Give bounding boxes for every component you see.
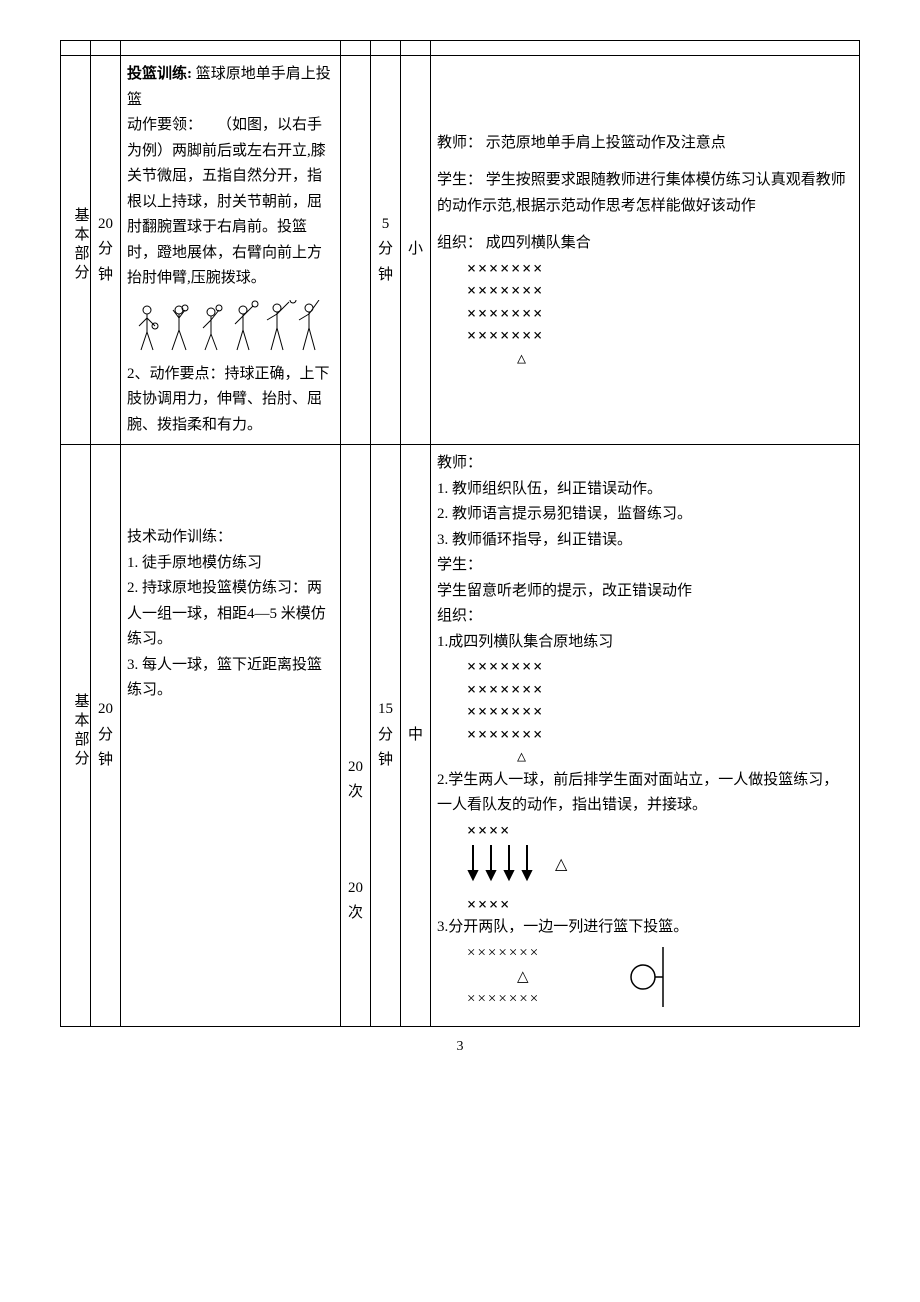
page-number: 3 [60, 1035, 860, 1059]
intensity-cell: 小 [401, 56, 431, 445]
time-label: 20分钟 [97, 212, 114, 289]
sub-label-3: 3.分开两队，一边一列进行篮下投篮。 [437, 915, 853, 941]
organization-cell: 教师： 1. 教师组织队伍，纠正错误动作。 2. 教师语言提示易犯错误，监督练习… [431, 445, 860, 1027]
formation-label: 组织： [437, 604, 853, 630]
teacher-label: 教师： [437, 135, 482, 151]
content-body: 动作要领： （如图，以右手为例）两脚前后或左右开立,膝关节微屈，五指自然分开，指… [127, 113, 334, 292]
formation-diagram-3: ××××××× △ ××××××× [467, 941, 853, 1021]
svg-text:△: △ [517, 969, 529, 985]
teacher-item: 3. 教师循环指导，纠正错误。 [437, 528, 853, 554]
table-row: 基本部分 20分钟 投篮训练: 篮球原地单手肩上投篮 动作要领： （如图，以右手… [61, 56, 860, 445]
content-item: 3. 每人一球，篮下近距离投篮练习。 [127, 653, 334, 704]
reps-cell [341, 56, 371, 445]
arrows-icon: △ [465, 843, 853, 893]
content-title: 技术动作训练： [127, 525, 334, 551]
content-item: 1. 徒手原地模仿练习 [127, 551, 334, 577]
sub-label-1: 1.成四列横队集合原地练习 [437, 630, 853, 656]
time-cell: 20分钟 [91, 445, 121, 1027]
content-cell: 技术动作训练： 1. 徒手原地模仿练习 2. 持球原地投篮模仿练习：两人一组一球… [121, 445, 341, 1027]
reps-value: 20次 [347, 755, 364, 806]
teacher-label: 教师： [437, 451, 853, 477]
formation-diagram: ××××××× ××××××× ××××××× ××××××× △ [467, 257, 853, 370]
formation-diagram-2: ×××× [467, 819, 853, 842]
section-label: 基本部分 [67, 693, 93, 769]
time-label: 20分钟 [97, 697, 114, 774]
formation-label: 组织： [437, 235, 482, 251]
svg-text:△: △ [555, 856, 568, 873]
student-text: 学生按照要求跟随教师进行集体模仿练习认真观看教师的动作示范,根据示范动作思考怎样… [437, 172, 846, 214]
time-cell: 20分钟 [91, 56, 121, 445]
intensity-cell: 中 [401, 445, 431, 1027]
section-cell: 基本部分 [61, 56, 91, 445]
teacher-item: 2. 教师语言提示易犯错误，监督练习。 [437, 502, 853, 528]
formation-text: 成四列横队集合 [486, 235, 591, 251]
student-text: 学生留意听老师的提示，改正错误动作 [437, 579, 853, 605]
reps-cell: 20次 20次 [341, 445, 371, 1027]
content-body-2: 2、动作要点：持球正确，上下肢协调用力，伸臂、抬肘、屈腕、拨指柔和有力。 [127, 362, 334, 439]
formation-diagram-2b: ×××× [467, 893, 853, 916]
svg-text:×××××××: ××××××× [467, 945, 540, 961]
content-title: 投篮训练: [127, 66, 192, 82]
svg-text:×××××××: ××××××× [467, 991, 540, 1007]
table-row: 基本部分 20分钟 技术动作训练： 1. 徒手原地模仿练习 2. 持球原地投篮模… [61, 445, 860, 1027]
organization-cell: 教师： 示范原地单手肩上投篮动作及注意点 学生： 学生按照要求跟随教师进行集体模… [431, 56, 860, 445]
duration-cell: 5分钟 [371, 56, 401, 445]
formation-diagram-1: ××××××× ××××××× ××××××× ××××××× △ [467, 655, 853, 768]
page-container: 基本部分 20分钟 投篮训练: 篮球原地单手肩上投篮 动作要领： （如图，以右手… [60, 40, 860, 1059]
header-row [61, 41, 860, 56]
content-item: 2. 持球原地投篮模仿练习：两人一组一球，相距4—5 米模仿练习。 [127, 576, 334, 653]
student-label: 学生： [437, 172, 482, 188]
content-cell: 投篮训练: 篮球原地单手肩上投篮 动作要领： （如图，以右手为例）两脚前后或左右… [121, 56, 341, 445]
teacher-text: 示范原地单手肩上投篮动作及注意点 [486, 135, 726, 151]
sub-label-2: 2.学生两人一球，前后排学生面对面站立，一人做投篮练习，一人看队友的动作，指出错… [437, 768, 853, 819]
duration-cell: 15分钟 [371, 445, 401, 1027]
student-label: 学生： [437, 553, 853, 579]
section-cell: 基本部分 [61, 445, 91, 1027]
reps-value: 20次 [347, 876, 364, 927]
teacher-item: 1. 教师组织队伍，纠正错误动作。 [437, 477, 853, 503]
lesson-plan-table: 基本部分 20分钟 投篮训练: 篮球原地单手肩上投篮 动作要领： （如图，以右手… [60, 40, 860, 1027]
section-label: 基本部分 [67, 207, 93, 283]
shooting-figure [127, 300, 334, 356]
